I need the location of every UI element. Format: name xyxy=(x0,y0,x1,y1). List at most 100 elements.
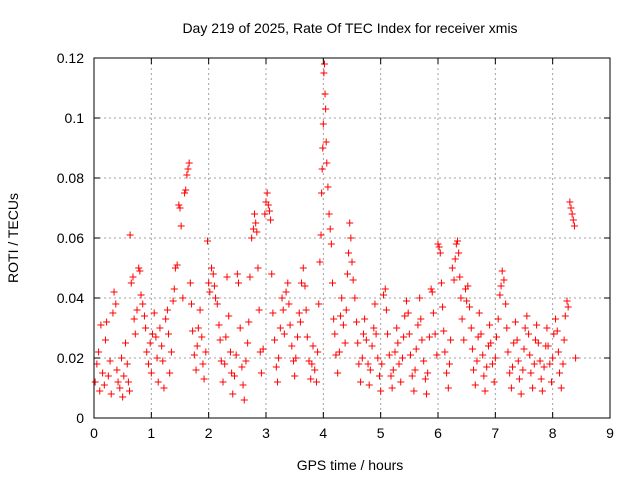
data-point xyxy=(384,330,392,338)
data-point xyxy=(408,372,416,380)
data-point xyxy=(345,249,353,257)
data-point xyxy=(488,360,496,368)
data-point xyxy=(349,276,357,284)
data-point xyxy=(498,267,506,275)
data-point xyxy=(527,369,535,377)
data-point xyxy=(223,273,231,281)
data-point xyxy=(411,366,419,374)
data-point xyxy=(566,198,574,206)
data-point xyxy=(308,360,316,368)
data-point xyxy=(323,159,331,167)
data-point xyxy=(179,294,187,302)
data-point xyxy=(95,348,103,356)
data-point xyxy=(434,240,442,248)
data-point xyxy=(126,231,134,239)
data-point xyxy=(96,387,104,395)
data-point xyxy=(510,339,518,347)
data-point xyxy=(198,333,206,341)
data-point xyxy=(487,339,495,347)
data-point xyxy=(327,240,335,248)
data-point xyxy=(267,216,275,224)
data-point xyxy=(357,378,365,386)
data-point xyxy=(452,240,460,248)
data-point xyxy=(492,333,500,341)
data-point xyxy=(507,384,515,392)
data-point xyxy=(217,357,225,365)
data-point xyxy=(190,351,198,359)
data-point xyxy=(517,390,525,398)
x-tick-label: 6 xyxy=(434,425,442,441)
data-point xyxy=(500,276,508,284)
data-point xyxy=(354,339,362,347)
data-point xyxy=(309,342,317,350)
data-point xyxy=(338,294,346,302)
data-point xyxy=(552,315,560,323)
data-point xyxy=(380,291,388,299)
data-point xyxy=(271,336,279,344)
data-point xyxy=(538,387,546,395)
data-point xyxy=(554,348,562,356)
data-point xyxy=(341,339,349,347)
data-point xyxy=(347,234,355,242)
data-point xyxy=(316,258,324,266)
data-point xyxy=(548,378,556,386)
data-point xyxy=(307,375,315,383)
data-point xyxy=(160,384,168,392)
data-point xyxy=(436,249,444,257)
y-axis-title: ROTI / TECUs xyxy=(5,193,21,283)
data-point xyxy=(410,387,418,395)
y-tick-label: 0.04 xyxy=(57,290,84,306)
data-point xyxy=(423,390,431,398)
data-point xyxy=(412,345,420,353)
data-point xyxy=(91,378,99,386)
data-point xyxy=(397,378,405,386)
data-point xyxy=(329,279,337,287)
data-point xyxy=(210,282,218,290)
data-point xyxy=(530,360,538,368)
data-point xyxy=(112,300,120,308)
data-point xyxy=(475,309,483,317)
data-point xyxy=(230,372,238,380)
data-point xyxy=(249,225,257,233)
data-point xyxy=(177,222,185,230)
data-point xyxy=(428,288,436,296)
data-point xyxy=(368,342,376,350)
data-point xyxy=(186,279,194,287)
data-point xyxy=(456,273,464,281)
data-point xyxy=(474,333,482,341)
data-point xyxy=(447,336,455,344)
data-point xyxy=(204,237,212,245)
data-point xyxy=(537,375,545,383)
data-point xyxy=(109,309,117,317)
data-point xyxy=(567,204,575,212)
data-point xyxy=(569,216,577,224)
data-point xyxy=(182,186,190,194)
data-point xyxy=(325,210,333,218)
data-point xyxy=(154,378,162,386)
data-point xyxy=(256,348,264,356)
data-point xyxy=(331,330,339,338)
data-point xyxy=(496,291,504,299)
data-point xyxy=(470,366,478,374)
data-point xyxy=(143,348,151,356)
data-point xyxy=(444,384,452,392)
data-point xyxy=(570,222,578,230)
data-point xyxy=(481,387,489,395)
data-point xyxy=(171,264,179,272)
data-point xyxy=(377,387,385,395)
data-point xyxy=(163,306,171,314)
data-point xyxy=(414,321,422,329)
data-point xyxy=(206,288,214,296)
data-point xyxy=(298,279,306,287)
data-point xyxy=(564,303,572,311)
data-point xyxy=(374,354,382,362)
data-point xyxy=(427,285,435,293)
data-point xyxy=(136,267,144,275)
data-point xyxy=(303,333,311,341)
data-point xyxy=(401,312,409,320)
data-point xyxy=(440,327,448,335)
data-point xyxy=(425,333,433,341)
y-tick-label: 0.06 xyxy=(57,230,84,246)
data-point xyxy=(322,138,330,146)
data-point xyxy=(389,366,397,374)
